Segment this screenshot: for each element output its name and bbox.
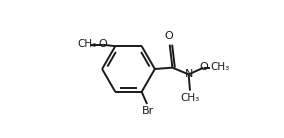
Text: O: O [199, 62, 208, 72]
Text: CH₃: CH₃ [210, 62, 229, 72]
Text: O: O [164, 31, 173, 41]
Text: CH₃: CH₃ [77, 39, 97, 49]
Text: Br: Br [142, 106, 154, 116]
Text: N: N [185, 69, 193, 79]
Text: O: O [99, 39, 108, 49]
Text: CH₃: CH₃ [180, 93, 200, 103]
